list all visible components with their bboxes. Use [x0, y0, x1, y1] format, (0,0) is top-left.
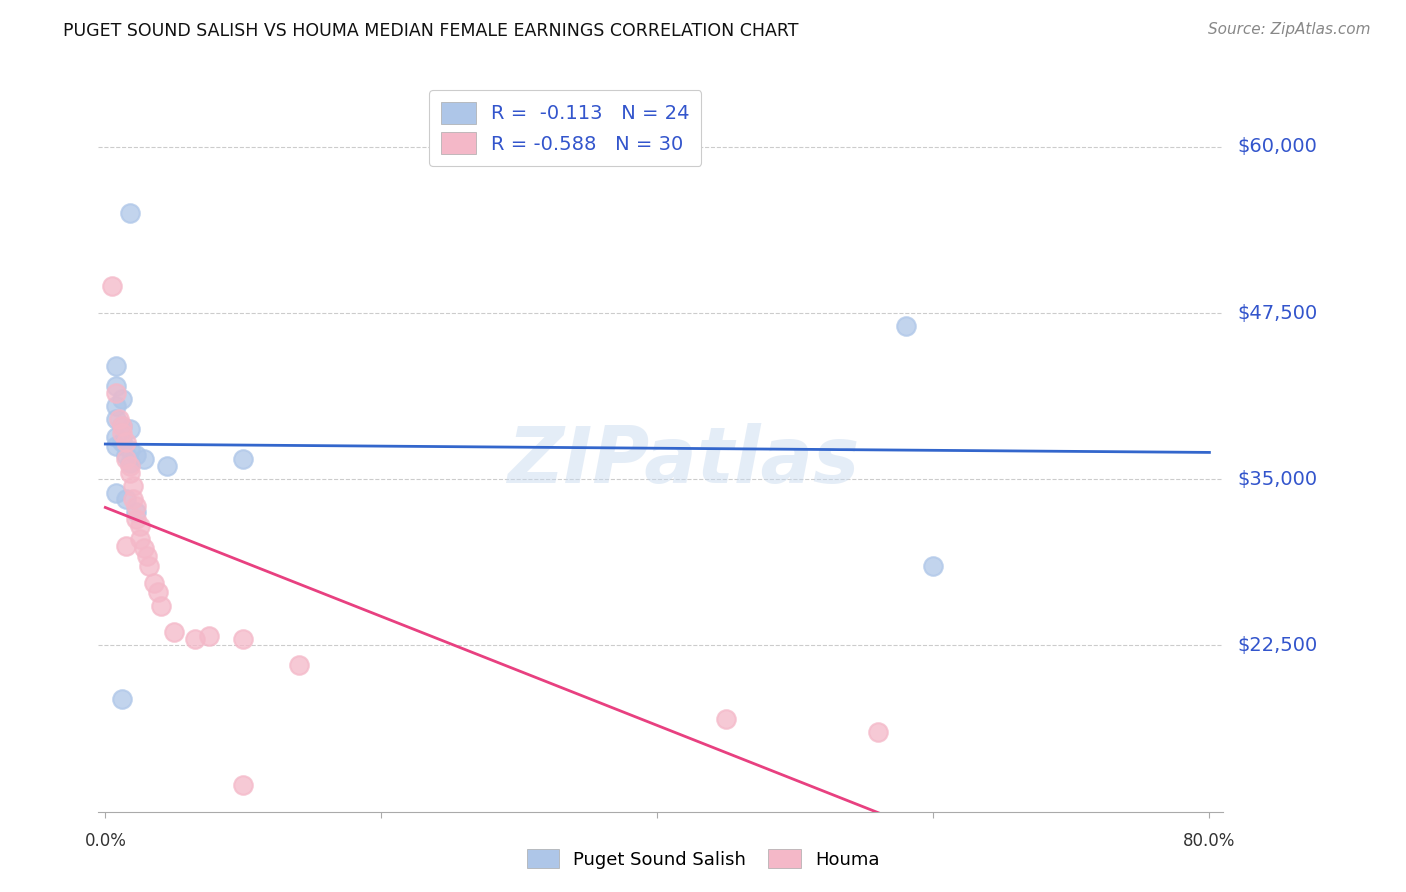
Point [132, 541, 155, 556]
Point [125, 512, 148, 526]
Point [156, 458, 179, 473]
Point [184, 632, 207, 646]
Legend: Puget Sound Salish, Houma: Puget Sound Salish, Houma [519, 842, 887, 876]
Point [120, 466, 142, 480]
Point [105, 430, 128, 444]
Point [115, 492, 138, 507]
Text: PUGET SOUND SALISH VS HOUMA MEDIAN FEMALE EARNINGS CORRELATION CHART: PUGET SOUND SALISH VS HOUMA MEDIAN FEMAL… [63, 22, 799, 40]
Point [132, 452, 155, 467]
Point [111, 392, 134, 407]
Point [120, 458, 142, 473]
Point [105, 385, 128, 400]
Point [120, 206, 142, 220]
Point [232, 452, 254, 467]
Text: 0.0%: 0.0% [84, 831, 127, 850]
Point [232, 632, 254, 646]
Point [122, 479, 145, 493]
Point [101, 279, 124, 293]
Point [105, 359, 128, 374]
Text: $47,500: $47,500 [1237, 303, 1317, 323]
Text: $22,500: $22,500 [1237, 636, 1317, 655]
Point [111, 425, 134, 440]
Point [125, 448, 148, 462]
Point [105, 439, 128, 453]
Point [146, 585, 169, 599]
Point [198, 629, 221, 643]
Point [120, 456, 142, 470]
Point [105, 399, 128, 413]
Point [105, 379, 128, 393]
Text: Source: ZipAtlas.com: Source: ZipAtlas.com [1208, 22, 1371, 37]
Point [128, 518, 150, 533]
Point [105, 485, 128, 500]
Point [115, 539, 138, 553]
Text: $60,000: $60,000 [1237, 137, 1317, 156]
Text: ZIPatlas: ZIPatlas [508, 423, 859, 499]
Point [922, 558, 945, 573]
Point [142, 576, 165, 591]
Point [128, 532, 150, 546]
Point [716, 712, 738, 726]
Point [115, 435, 138, 450]
Legend: R =  -0.113   N = 24, R = -0.588   N = 30: R = -0.113 N = 24, R = -0.588 N = 30 [429, 90, 702, 166]
Point [111, 419, 134, 434]
Point [105, 412, 128, 426]
Point [115, 448, 138, 462]
Point [138, 558, 160, 573]
Point [868, 725, 890, 739]
Point [135, 549, 157, 564]
Point [149, 599, 172, 613]
Point [287, 658, 309, 673]
Point [120, 442, 142, 457]
Point [232, 778, 254, 792]
Point [125, 506, 148, 520]
Point [122, 492, 145, 507]
Text: $35,000: $35,000 [1237, 470, 1317, 489]
Point [111, 419, 134, 434]
Point [111, 435, 134, 450]
Point [111, 691, 134, 706]
Text: 80.0%: 80.0% [1184, 831, 1236, 850]
Point [115, 452, 138, 467]
Point [120, 422, 142, 436]
Point [163, 625, 186, 640]
Point [108, 412, 131, 426]
Point [125, 499, 148, 513]
Point [894, 319, 917, 334]
